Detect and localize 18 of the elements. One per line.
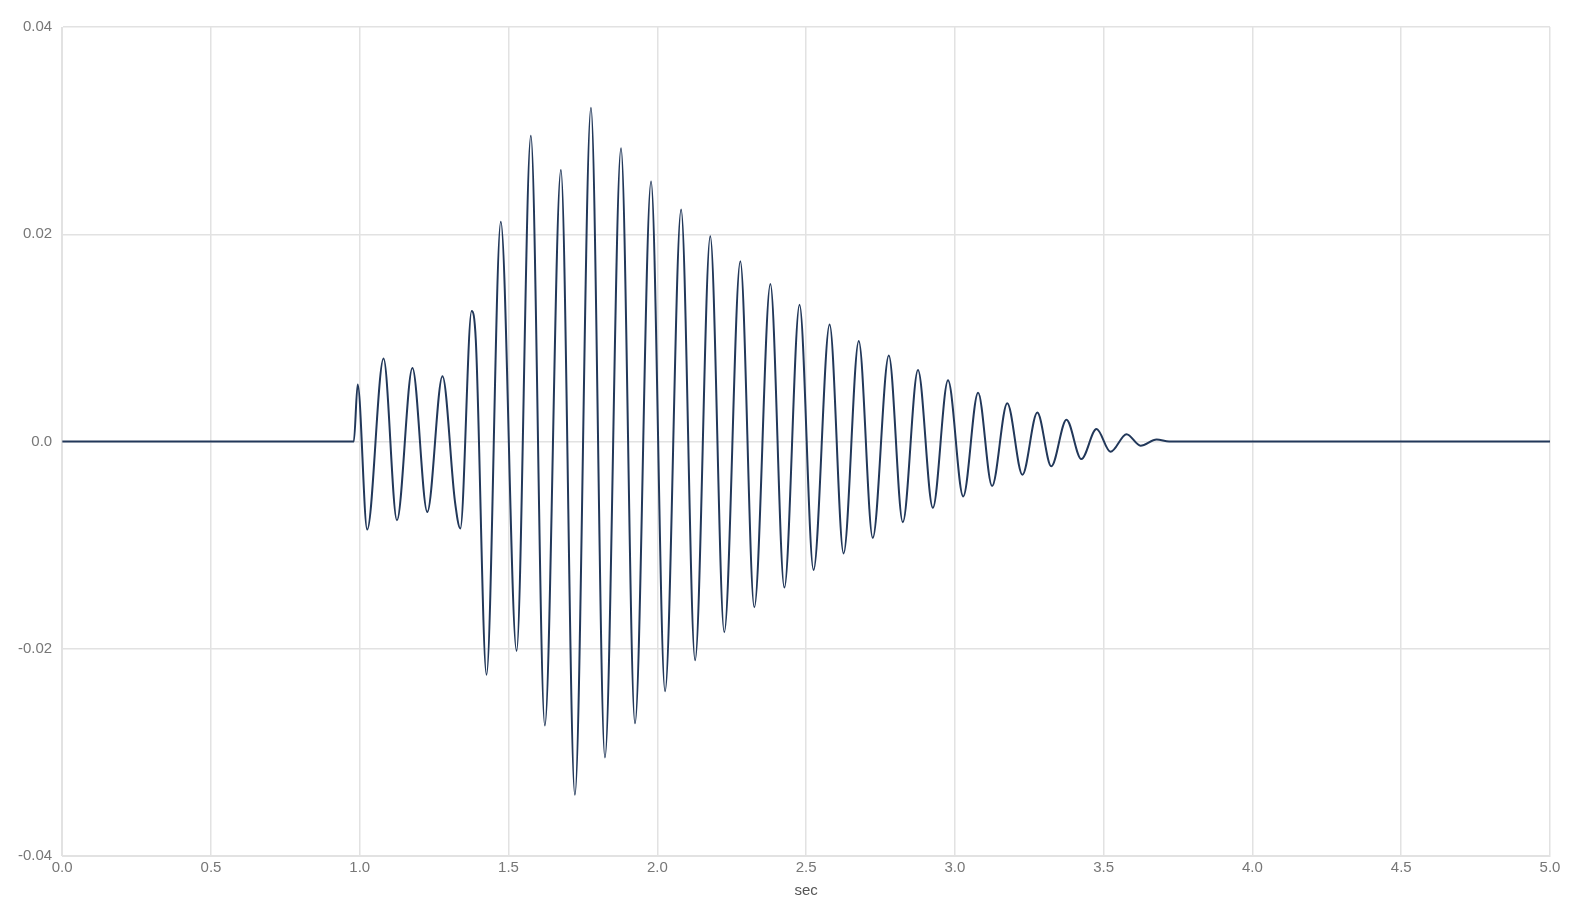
x-tick-label: 3.0 <box>944 858 966 876</box>
x-tick-label: 3.5 <box>1093 858 1115 876</box>
line-series <box>62 106 1550 796</box>
x-tick-label: 4.0 <box>1242 858 1263 876</box>
x-axis-title: sec <box>794 881 819 899</box>
x-tick-label: 0.0 <box>51 858 73 876</box>
x-tick-label: 1.5 <box>498 858 519 876</box>
y-tick-label: -0.04 <box>17 846 53 864</box>
y-tick-label: 0.0 <box>31 431 53 449</box>
x-tick-label: 0.5 <box>200 858 222 876</box>
y-tick-label: 0.02 <box>22 224 53 242</box>
x-tick-label: 2.0 <box>646 858 668 876</box>
x-tick-label: 2.5 <box>795 858 817 876</box>
x-tick-label: 4.5 <box>1390 858 1412 876</box>
x-tick-label: 1.0 <box>349 858 371 876</box>
y-tick-label: -0.02 <box>17 638 53 656</box>
x-tick-label: 5.0 <box>1539 858 1561 876</box>
y-tick-label: 0.04 <box>22 17 53 35</box>
